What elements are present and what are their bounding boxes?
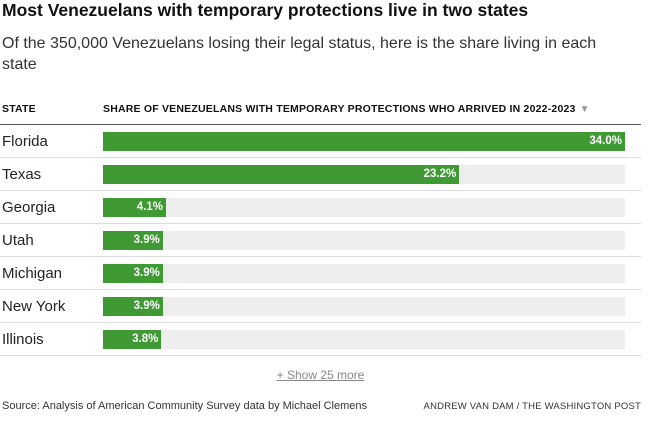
bar-track: 3.9% [103, 297, 625, 316]
bar-track: 4.1% [103, 198, 625, 217]
bar-track: 3.8% [103, 330, 625, 349]
bar-table: Florida 34.0% Texas 23.2% Georgia 4.1% Utah 3.9… [0, 125, 641, 356]
chart-subtitle: Of the 350,000 Venezuelans losing their … [2, 35, 597, 73]
byline-credit: ANDREW VAN DAM / THE WASHINGTON POST [423, 401, 641, 412]
state-label: Utah [2, 232, 34, 249]
table-row: Illinois 3.8% [0, 323, 641, 356]
share-column-label: SHARE OF VENEZUELANS WITH TEMPORARY PROT… [103, 103, 576, 115]
show-more-link[interactable]: + Show 25 more [276, 368, 365, 382]
bar: 3.8% [103, 330, 162, 349]
bar-track: 23.2% [103, 165, 625, 184]
source-note: Source: Analysis of American Community S… [2, 400, 367, 412]
sort-descending-icon: ▼ [579, 104, 590, 115]
table-row: Texas 23.2% [0, 158, 641, 191]
value-label: 3.9% [133, 267, 160, 279]
value-label: 4.1% [136, 201, 163, 213]
bar: 23.2% [103, 165, 460, 184]
bar: 3.9% [103, 297, 163, 316]
value-label: 34.0% [589, 135, 622, 147]
value-label: 23.2% [423, 168, 457, 180]
state-label: Texas [2, 166, 42, 183]
state-column-header[interactable]: STATE [2, 103, 36, 115]
state-label: Georgia [2, 199, 56, 216]
state-label: Illinois [2, 331, 44, 348]
table-row: Michigan 3.9% [0, 257, 641, 290]
bar: 3.9% [103, 231, 163, 250]
table-row: Florida 34.0% [0, 125, 641, 158]
bar: 3.9% [103, 264, 163, 283]
bar: 4.1% [103, 198, 166, 217]
state-column-label: STATE [2, 103, 36, 115]
bar-track: 3.9% [103, 231, 625, 250]
state-label: Michigan [2, 265, 63, 282]
table-row: New York 3.9% [0, 290, 641, 323]
bar-track: 34.0% [103, 132, 625, 151]
state-label: Florida [2, 133, 48, 150]
bar: 34.0% [103, 132, 625, 151]
value-label: 3.9% [133, 234, 160, 246]
share-column-header[interactable]: SHARE OF VENEZUELANS WITH TEMPORARY PROT… [103, 103, 590, 115]
value-label: 3.8% [132, 333, 159, 345]
state-label: New York [2, 298, 66, 315]
value-label: 3.9% [133, 300, 160, 312]
bar-track: 3.9% [103, 264, 625, 283]
header-divider [0, 124, 641, 125]
table-row: Georgia 4.1% [0, 191, 641, 224]
chart-title: Most Venezuelans with temporary protecti… [2, 0, 529, 20]
table-row: Utah 3.9% [0, 224, 641, 257]
